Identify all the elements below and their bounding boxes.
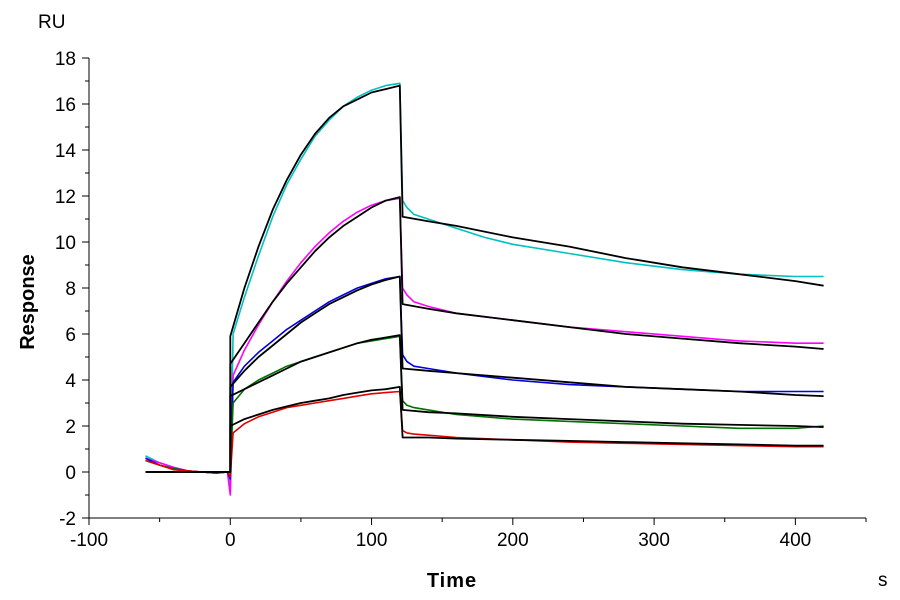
y-axis-title: Response [17,254,39,350]
x-axis-title: Time [427,570,477,592]
sensorgram-line [145,275,824,480]
plot-area [145,82,824,496]
y-unit-label: RU [38,12,65,33]
fit-curve-line [145,385,824,473]
x-tick-label: -100 [70,530,108,551]
x-tick-label: 200 [497,530,529,551]
x-tick-label: 400 [780,530,812,551]
fit-curve-line [145,275,824,473]
y-tick-label: 8 [65,279,76,300]
y-tick-label: 0 [65,463,76,484]
x-tick-label: 300 [638,530,670,551]
y-tick-label: 6 [65,325,76,346]
x-tick-label: 0 [225,530,236,551]
x-unit-label: s [878,570,888,591]
y-tick-label: -2 [59,509,76,530]
y-tick-label: 2 [65,417,76,438]
sensorgram-line [145,197,824,496]
y-tick-label: 10 [55,233,76,254]
axes: -100 0 100 200 300 400 -2 0 2 4 6 8 10 12 14 16 18 [55,49,867,551]
fit-curve-line [145,334,824,473]
sensorgram-line [145,82,824,485]
x-tick-label: 100 [356,530,388,551]
sensorgram-line [145,335,824,478]
fit-curve-line [145,84,824,473]
y-tick-label: 18 [55,49,76,70]
sensorgram-line [145,390,824,478]
y-tick-label: 14 [55,141,77,162]
y-tick-label: 12 [55,187,76,208]
y-tick-label: 4 [65,371,76,392]
fit-curve-line [145,196,824,473]
y-tick-label: 16 [55,95,76,116]
